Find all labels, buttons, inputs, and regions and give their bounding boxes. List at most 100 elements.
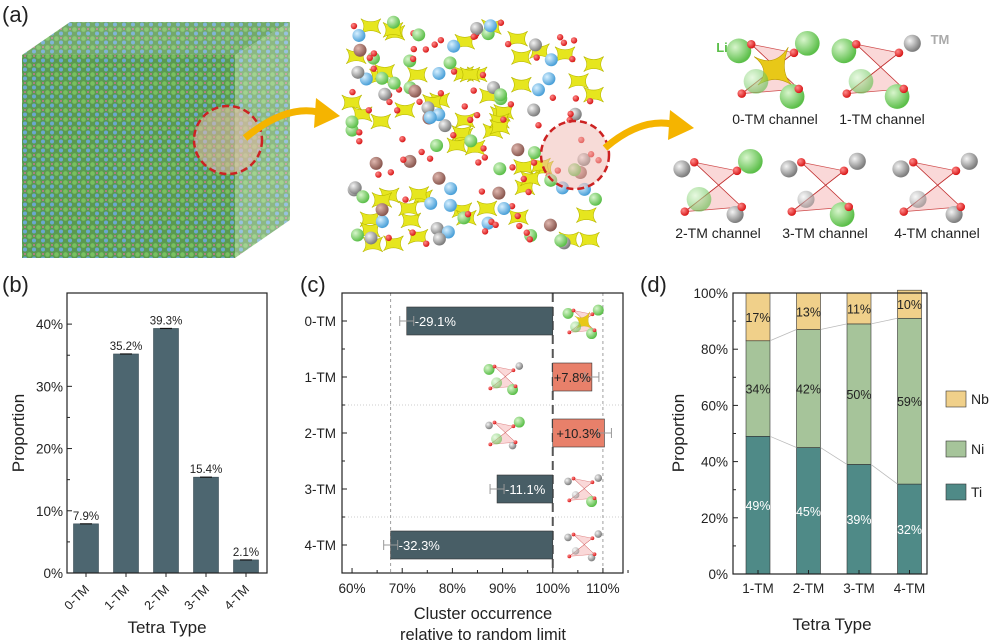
y-tick-label: 60% <box>701 398 728 413</box>
tetra-inset-2-TM <box>485 416 525 450</box>
data-label: 42% <box>796 383 821 397</box>
local-structure-image <box>341 15 611 253</box>
x-axis-label: Tetra Type <box>792 615 871 634</box>
li-atom <box>592 304 604 316</box>
bar-segment-Ti-4-TM <box>897 483 922 575</box>
tm-atom <box>564 477 572 486</box>
tetra-inset-0-TM <box>562 304 604 340</box>
oxygen-atom <box>511 424 516 429</box>
oxygen-atom <box>689 157 699 167</box>
bar-segment-Ni-2-TM <box>796 329 821 448</box>
x-axis-label: Cluster occurrence <box>414 605 552 623</box>
data-label: 13% <box>796 305 821 319</box>
y-tick-label: 40% <box>701 455 728 470</box>
y-axis-label: Proportion <box>669 394 688 472</box>
oxygen-atom <box>796 157 806 167</box>
oxygen-atom <box>680 207 690 216</box>
data-label: +10.3% <box>556 426 601 441</box>
oxygen-atom <box>513 440 518 445</box>
oxygen-atom <box>571 532 576 537</box>
tm-atom <box>909 190 927 208</box>
data-label: +7.8% <box>554 370 592 385</box>
chart-c: -29.1% 0-TM +7.8% 1-TM +10.3% 2-TM -11.1% 3-TM -… <box>305 292 629 642</box>
tetrahedron-3-tm-image <box>780 152 866 227</box>
tm-atom <box>594 474 603 482</box>
bar-segment-Ti-2-TM <box>796 447 821 575</box>
data-label: 7.9% <box>73 511 99 523</box>
oxygen-atom <box>842 89 852 98</box>
oxygen-atom <box>899 84 909 94</box>
legend-label: Nb <box>971 391 989 407</box>
y-tick-label: 2-TM <box>305 426 337 441</box>
data-label: 45% <box>796 505 821 519</box>
y-tick-label: 3-TM <box>305 482 337 497</box>
x-tick-label: 4-TM <box>894 581 926 596</box>
data-label: 39.3% <box>150 315 183 327</box>
data-label: 17% <box>745 311 770 325</box>
x-tick-label: 1-TM <box>742 581 774 596</box>
li-atom <box>686 186 712 212</box>
data-label: 10% <box>897 298 922 312</box>
li-atom <box>794 30 820 56</box>
oxygen-atom <box>488 386 493 391</box>
data-label: 39% <box>846 513 871 527</box>
legend-swatch-Ni <box>945 440 967 458</box>
bar-0-TM <box>406 306 554 336</box>
bar-2-TM <box>153 328 179 574</box>
zoom-region-circle <box>192 104 264 176</box>
connector-line <box>769 435 898 485</box>
li-atom <box>848 68 874 94</box>
data-label: 11% <box>847 302 871 316</box>
li-atom <box>743 68 769 94</box>
legend-swatch-Nb <box>945 390 967 408</box>
y-tick-label: 1-TM <box>305 370 337 385</box>
legend-swatch-Ti <box>945 483 967 501</box>
legend-label: Ni <box>971 441 984 457</box>
oxygen-atom <box>513 384 518 389</box>
y-tick-label: 0% <box>708 567 728 582</box>
channel-caption: 3-TM channel <box>782 225 868 241</box>
y-tick-label: 20% <box>701 511 728 526</box>
li-atom <box>491 433 503 445</box>
x-tick-label: 2-TM <box>793 581 825 596</box>
y-tick-label: 4-TM <box>305 538 337 553</box>
x-tick-label: 100% <box>535 581 570 596</box>
oxygen-atom <box>908 157 918 167</box>
x-tick-label: 4-TM <box>222 582 253 613</box>
panel-label-c: (c) <box>300 272 326 297</box>
tm-atom <box>892 160 910 178</box>
oxygen-atom <box>590 480 595 485</box>
data-label: 50% <box>846 388 871 402</box>
tetrahedron-1-tm-image <box>831 34 921 109</box>
oxygen-atom <box>787 207 797 216</box>
oxygen-atom <box>956 202 966 212</box>
tm-atom <box>515 362 524 370</box>
oxygen-atom <box>851 39 861 49</box>
bar-1-TM <box>113 353 139 574</box>
li-atom <box>737 148 763 174</box>
li-atom <box>562 307 574 319</box>
oxygen-atom <box>839 166 849 176</box>
bar-2-TM <box>552 418 605 448</box>
oxygen-atom <box>590 312 595 317</box>
oxygen-atom <box>571 308 576 313</box>
y-tick-label: 0-TM <box>305 314 337 329</box>
tetrahedron-4-tm-image <box>892 152 978 224</box>
li-atom <box>513 416 525 428</box>
data-label: 49% <box>745 499 770 513</box>
connector-line <box>769 317 898 342</box>
oxygen-atom <box>492 420 497 425</box>
oxygen-atom <box>511 368 516 373</box>
y-tick-label: 40% <box>36 317 63 332</box>
x-tick-label: 70% <box>389 581 416 596</box>
data-label: 35.2% <box>110 341 143 353</box>
tm-atom <box>564 533 572 542</box>
tm-atom <box>848 152 866 170</box>
tetra-inset-4-TM <box>564 530 603 562</box>
data-label: 15.4% <box>190 464 223 476</box>
bar-4-TM <box>233 559 259 574</box>
arrow-icon <box>242 98 340 141</box>
li-atom <box>570 321 582 333</box>
oxygen-atom <box>567 498 572 503</box>
oxygen-atom <box>899 207 909 216</box>
